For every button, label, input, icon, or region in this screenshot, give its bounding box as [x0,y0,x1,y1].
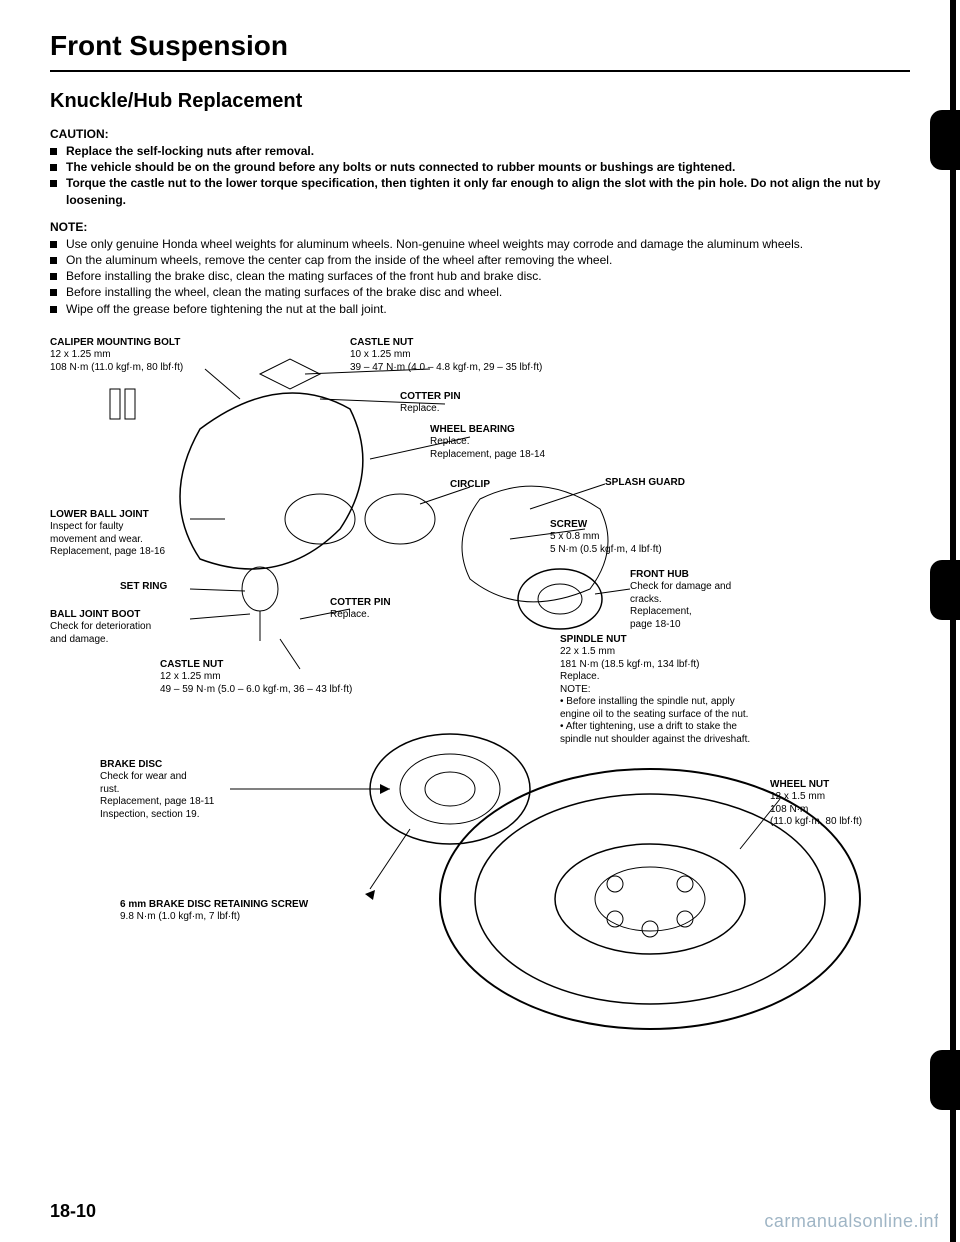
callout-spindle-nut: SPINDLE NUT 22 x 1.5 mm 181 N·m (18.5 kg… [560,634,840,747]
caution-label: CAUTION: [50,127,910,141]
list-item: Use only genuine Honda wheel weights for… [50,236,910,252]
callout-brake-disc: BRAKE DISC Check for wear and rust. Repl… [100,759,270,822]
callout-circlip: CIRCLIP [450,479,490,492]
callout-set-ring: SET RING [120,581,167,594]
callout-cotter-pin-mid: COTTER PIN Replace. [330,597,391,622]
section-tab [930,1050,960,1110]
rule-top [50,70,910,72]
section-title: Knuckle/Hub Replacement [50,90,910,113]
caution-list: Replace the self-locking nuts after remo… [50,143,910,208]
section-tab [930,560,960,620]
callout-ball-joint-boot: BALL JOINT BOOT Check for deterioration … [50,609,210,647]
callout-screw: SCREW 5 x 0.8 mm 5 N·m (0.5 kgf·m, 4 lbf… [550,519,710,557]
note-label: NOTE: [50,220,910,234]
page-title: Front Suspension [50,30,910,62]
page-number: 18-10 [50,1201,96,1222]
callout-splash-guard: SPLASH GUARD [605,477,685,490]
callout-retaining-screw: 6 mm BRAKE DISC RETAINING SCREW 9.8 N·m … [120,899,360,924]
list-item: Before installing the wheel, clean the m… [50,284,910,300]
callout-castle-nut-top: CASTLE NUT 10 x 1.25 mm 39 – 47 N·m (4.0… [350,337,630,375]
watermark: carmanualsonline.info [764,1211,950,1232]
section-tab [930,110,960,170]
list-item: Torque the castle nut to the lower torqu… [50,175,910,207]
callout-caliper-bolt: CALIPER MOUNTING BOLT 12 x 1.25 mm 108 N… [50,337,240,375]
note-list: Use only genuine Honda wheel weights for… [50,236,910,317]
list-item: Replace the self-locking nuts after remo… [50,143,910,159]
callout-lower-ball-joint: LOWER BALL JOINT Inspect for faulty move… [50,509,210,559]
list-item: Before installing the brake disc, clean … [50,268,910,284]
list-item: Wipe off the grease before tightening th… [50,301,910,317]
list-item: The vehicle should be on the ground befo… [50,159,910,175]
exploded-diagram: CALIPER MOUNTING BOLT 12 x 1.25 mm 108 N… [50,329,890,1049]
callout-castle-nut-bot: CASTLE NUT 12 x 1.25 mm 49 – 59 N·m (5.0… [160,659,420,697]
callout-cotter-pin-top: COTTER PIN Replace. [400,391,461,416]
callout-wheel-nut: WHEEL NUT 12 x 1.5 mm 108 N·m (11.0 kgf·… [770,779,910,829]
callout-front-hub: FRONT HUB Check for damage and cracks. R… [630,569,800,632]
list-item: On the aluminum wheels, remove the cente… [50,252,910,268]
callout-wheel-bearing: WHEEL BEARING Replace. Replacement, page… [430,424,630,462]
